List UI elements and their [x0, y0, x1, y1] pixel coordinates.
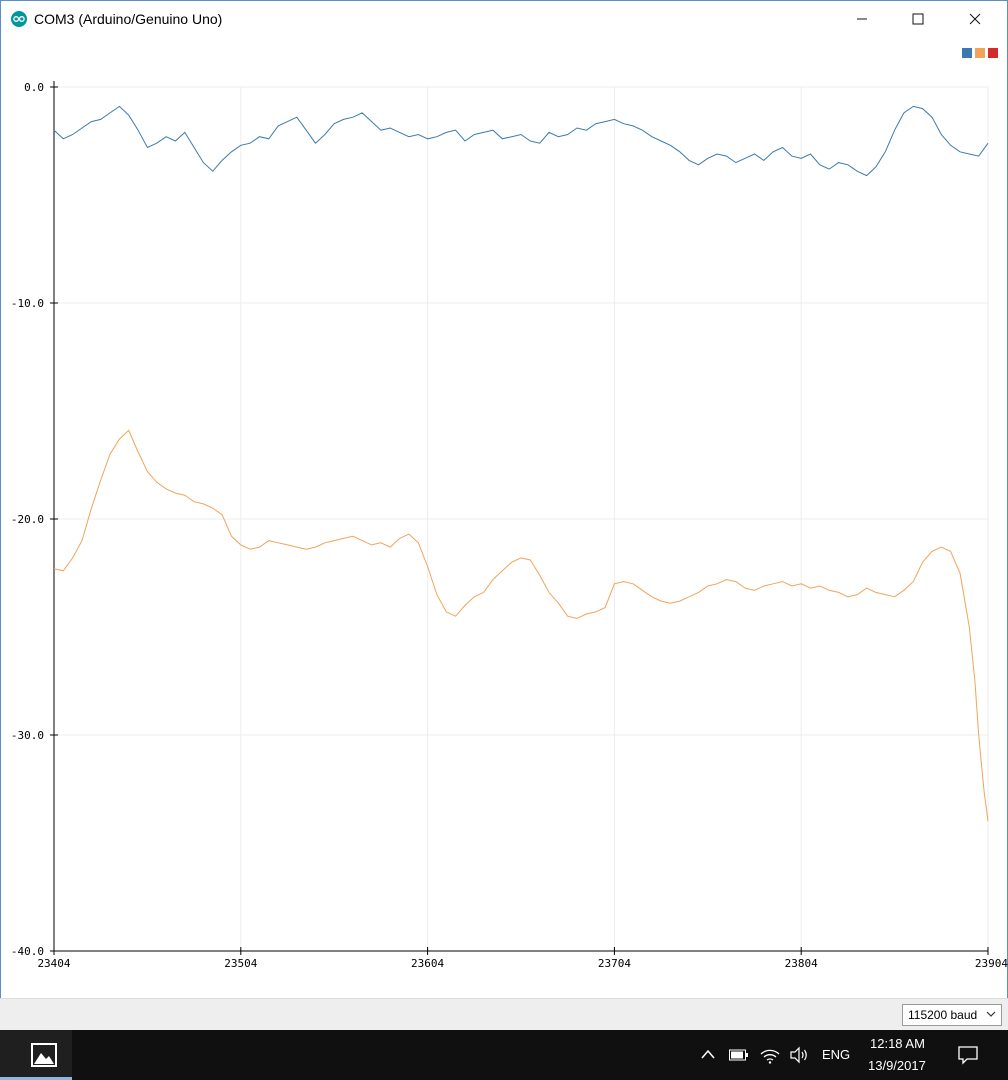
input-language[interactable]: ENG — [822, 1047, 851, 1062]
clock-time[interactable]: 12:18 AM — [870, 1036, 925, 1051]
y-tick-label: -30.0 — [11, 729, 44, 742]
taskbar-app-serial-plotter[interactable] — [0, 1030, 72, 1080]
close-icon — [969, 13, 981, 25]
y-tick-label: -40.0 — [11, 945, 44, 958]
x-tick-label: 23404 — [37, 957, 70, 970]
series-line-1 — [53, 105, 989, 177]
image-app-icon — [31, 1043, 57, 1067]
x-tick-label: 23904 — [975, 957, 1008, 970]
arduino-icon — [11, 11, 27, 27]
maximize-icon — [912, 13, 924, 25]
baud-rate-select[interactable]: 115200 baud — [902, 1004, 1002, 1026]
minimize-icon — [857, 18, 867, 20]
chevron-up-icon[interactable] — [700, 1048, 716, 1060]
clock-date[interactable]: 13/9/2017 — [868, 1058, 926, 1073]
baud-rate-value: 115200 baud — [908, 1008, 978, 1022]
y-tick-label: -20.0 — [11, 513, 44, 526]
x-tick-label: 23704 — [598, 957, 631, 970]
legend-swatch-series-3 — [988, 48, 998, 58]
maximize-button[interactable] — [895, 1, 941, 37]
window-title: COM3 (Arduino/Genuino Uno) — [34, 11, 223, 27]
plotter-toolbar: 115200 baud — [0, 998, 1008, 1031]
legend-swatch-series-1 — [962, 48, 972, 58]
active-indicator — [0, 1077, 72, 1080]
serial-plotter: 0.0 -10.0 -20.0 -30.0 -40.0 23404 23504 23604 23… — [0, 37, 1008, 997]
series-line-2 — [53, 429, 989, 822]
notification-icon[interactable] — [958, 1045, 978, 1065]
chevron-down-icon — [986, 1011, 996, 1017]
x-tick-label: 23804 — [785, 957, 818, 970]
title-bar[interactable]: COM3 (Arduino/Genuino Uno) — [1, 1, 1007, 37]
minimize-button[interactable] — [839, 1, 885, 37]
y-tick-label: 0.0 — [24, 81, 44, 94]
x-tick-label: 23504 — [224, 957, 257, 970]
close-button[interactable] — [952, 1, 998, 37]
y-tick-label: -10.0 — [11, 297, 44, 310]
legend-swatch-series-2 — [975, 48, 985, 58]
taskbar: ENG 12:18 AM 13/9/2017 — [0, 1030, 1008, 1080]
wifi-icon[interactable] — [760, 1046, 780, 1064]
battery-icon[interactable] — [729, 1049, 749, 1061]
x-tick-label: 23604 — [411, 957, 444, 970]
volume-icon[interactable] — [789, 1046, 809, 1064]
